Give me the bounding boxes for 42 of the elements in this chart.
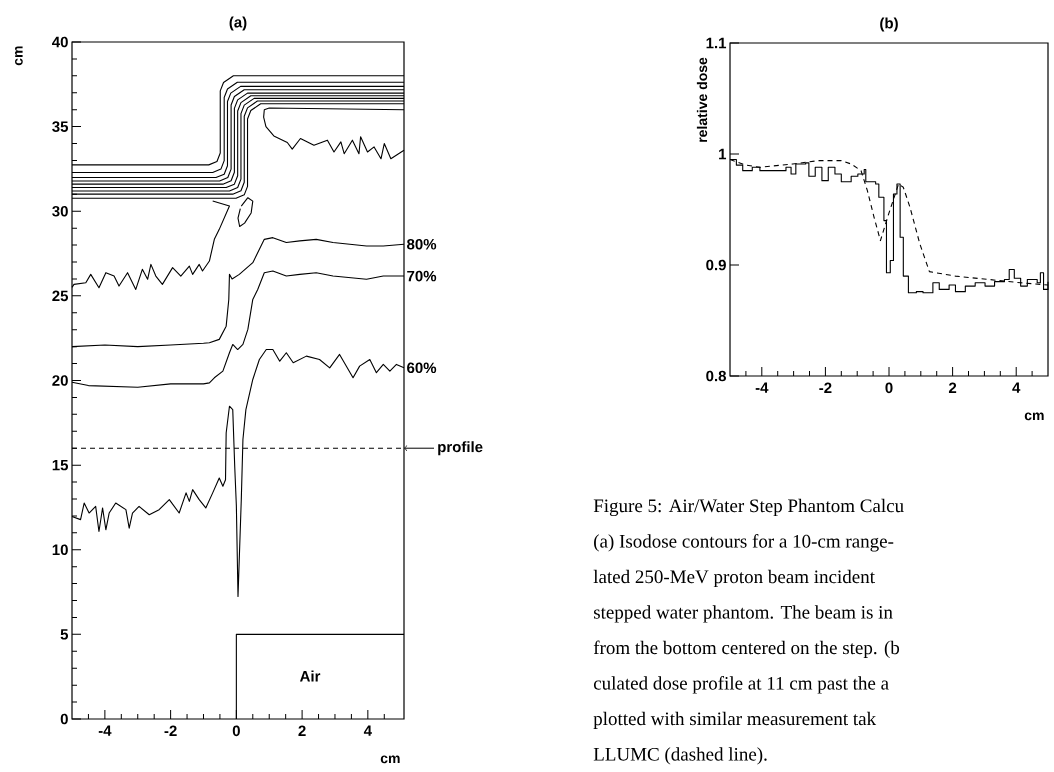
- y-tick-label: 1.1: [706, 37, 727, 49]
- y-tick-label: 40: [52, 36, 68, 48]
- y-tick-label: 10: [52, 544, 68, 556]
- y-axis-title: cm: [15, 46, 23, 66]
- y-tick-label: 15: [52, 459, 69, 471]
- y-tick-label: 5: [60, 629, 69, 640]
- x-tick-label: -2: [164, 725, 177, 737]
- y-tick-label: 35: [52, 121, 69, 132]
- x-tick-label: -4: [98, 725, 112, 736]
- chart-title: (b): [880, 17, 898, 32]
- annotation: Air: [299, 670, 321, 682]
- x-tick-label: 2: [298, 725, 306, 737]
- x-tick-label: 0: [232, 725, 240, 737]
- series-label: 80%: [407, 238, 437, 250]
- series-label: 60%: [407, 362, 437, 374]
- x-tick-label: -2: [819, 382, 832, 394]
- y-tick-label: 20: [52, 375, 68, 386]
- x-tick-label: 0: [885, 382, 893, 394]
- x-tick-label: 2: [948, 382, 957, 394]
- ref-line-label: profile: [438, 441, 483, 456]
- text: lated 250-MeV proton beam incident: [593, 569, 875, 588]
- text: LLUMC (dashed line).: [593, 747, 767, 765]
- y-tick-label: 25: [52, 290, 69, 302]
- x-tick-label: 4: [1012, 382, 1021, 393]
- y-axis-title: relative dose: [696, 57, 708, 142]
- caption: Figure 5: Air/Water Step Phantom Calcu: [593, 498, 904, 517]
- y-tick-label: 0: [60, 713, 68, 725]
- chart-title: (a): [229, 16, 247, 31]
- x-tick-label: -4: [755, 382, 769, 393]
- text: (a) Isodose contours for a 10-cm range-: [594, 534, 894, 552]
- x-axis-title: cm: [380, 755, 400, 764]
- y-tick-label: 1: [719, 148, 727, 160]
- text: from the bottom centered on the step. (b: [593, 640, 900, 659]
- x-axis-title: cm: [1024, 412, 1044, 421]
- y-tick-label: 0.9: [706, 259, 726, 271]
- x-tick-label: 4: [363, 725, 372, 736]
- text: stepped water phantom. The beam is in: [594, 605, 893, 623]
- y-tick-label: 30: [52, 205, 68, 217]
- y-tick-label: 0.8: [706, 370, 727, 382]
- series-label: 70%: [407, 270, 437, 282]
- text: culated dose profile at 11 cm past the a: [593, 676, 889, 694]
- text: plotted with similar measurement tak: [593, 711, 877, 730]
